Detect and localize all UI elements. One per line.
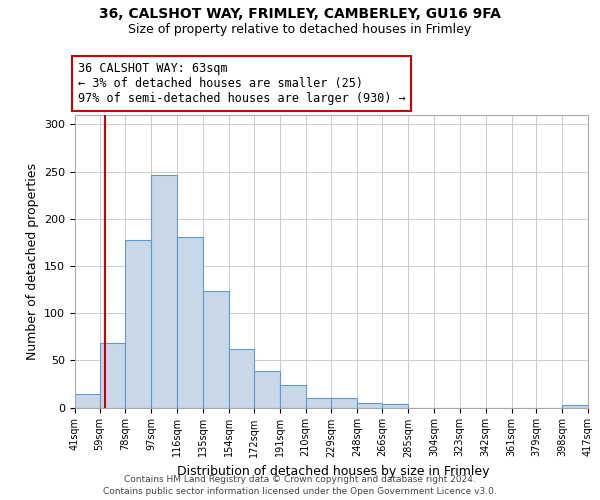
Text: 36, CALSHOT WAY, FRIMLEY, CAMBERLEY, GU16 9FA: 36, CALSHOT WAY, FRIMLEY, CAMBERLEY, GU1… bbox=[99, 8, 501, 22]
Bar bbox=[562, 404, 588, 407]
Bar bbox=[382, 404, 408, 407]
Bar bbox=[125, 240, 151, 408]
Bar bbox=[203, 292, 229, 408]
Bar bbox=[331, 398, 358, 407]
Bar bbox=[178, 236, 203, 408]
Bar bbox=[75, 394, 100, 407]
Bar bbox=[254, 370, 280, 408]
Text: 36 CALSHOT WAY: 63sqm
← 3% of detached houses are smaller (25)
97% of semi-detac: 36 CALSHOT WAY: 63sqm ← 3% of detached h… bbox=[77, 62, 406, 106]
Bar bbox=[100, 344, 125, 407]
Bar bbox=[280, 385, 305, 407]
Bar bbox=[229, 349, 254, 408]
Text: Distribution of detached houses by size in Frimley: Distribution of detached houses by size … bbox=[177, 464, 489, 477]
Text: Contains HM Land Registry data © Crown copyright and database right 2024.
Contai: Contains HM Land Registry data © Crown c… bbox=[103, 474, 497, 496]
Y-axis label: Number of detached properties: Number of detached properties bbox=[26, 163, 38, 360]
Text: Size of property relative to detached houses in Frimley: Size of property relative to detached ho… bbox=[128, 22, 472, 36]
Bar bbox=[151, 176, 178, 408]
Bar bbox=[358, 403, 382, 407]
Bar bbox=[305, 398, 331, 407]
